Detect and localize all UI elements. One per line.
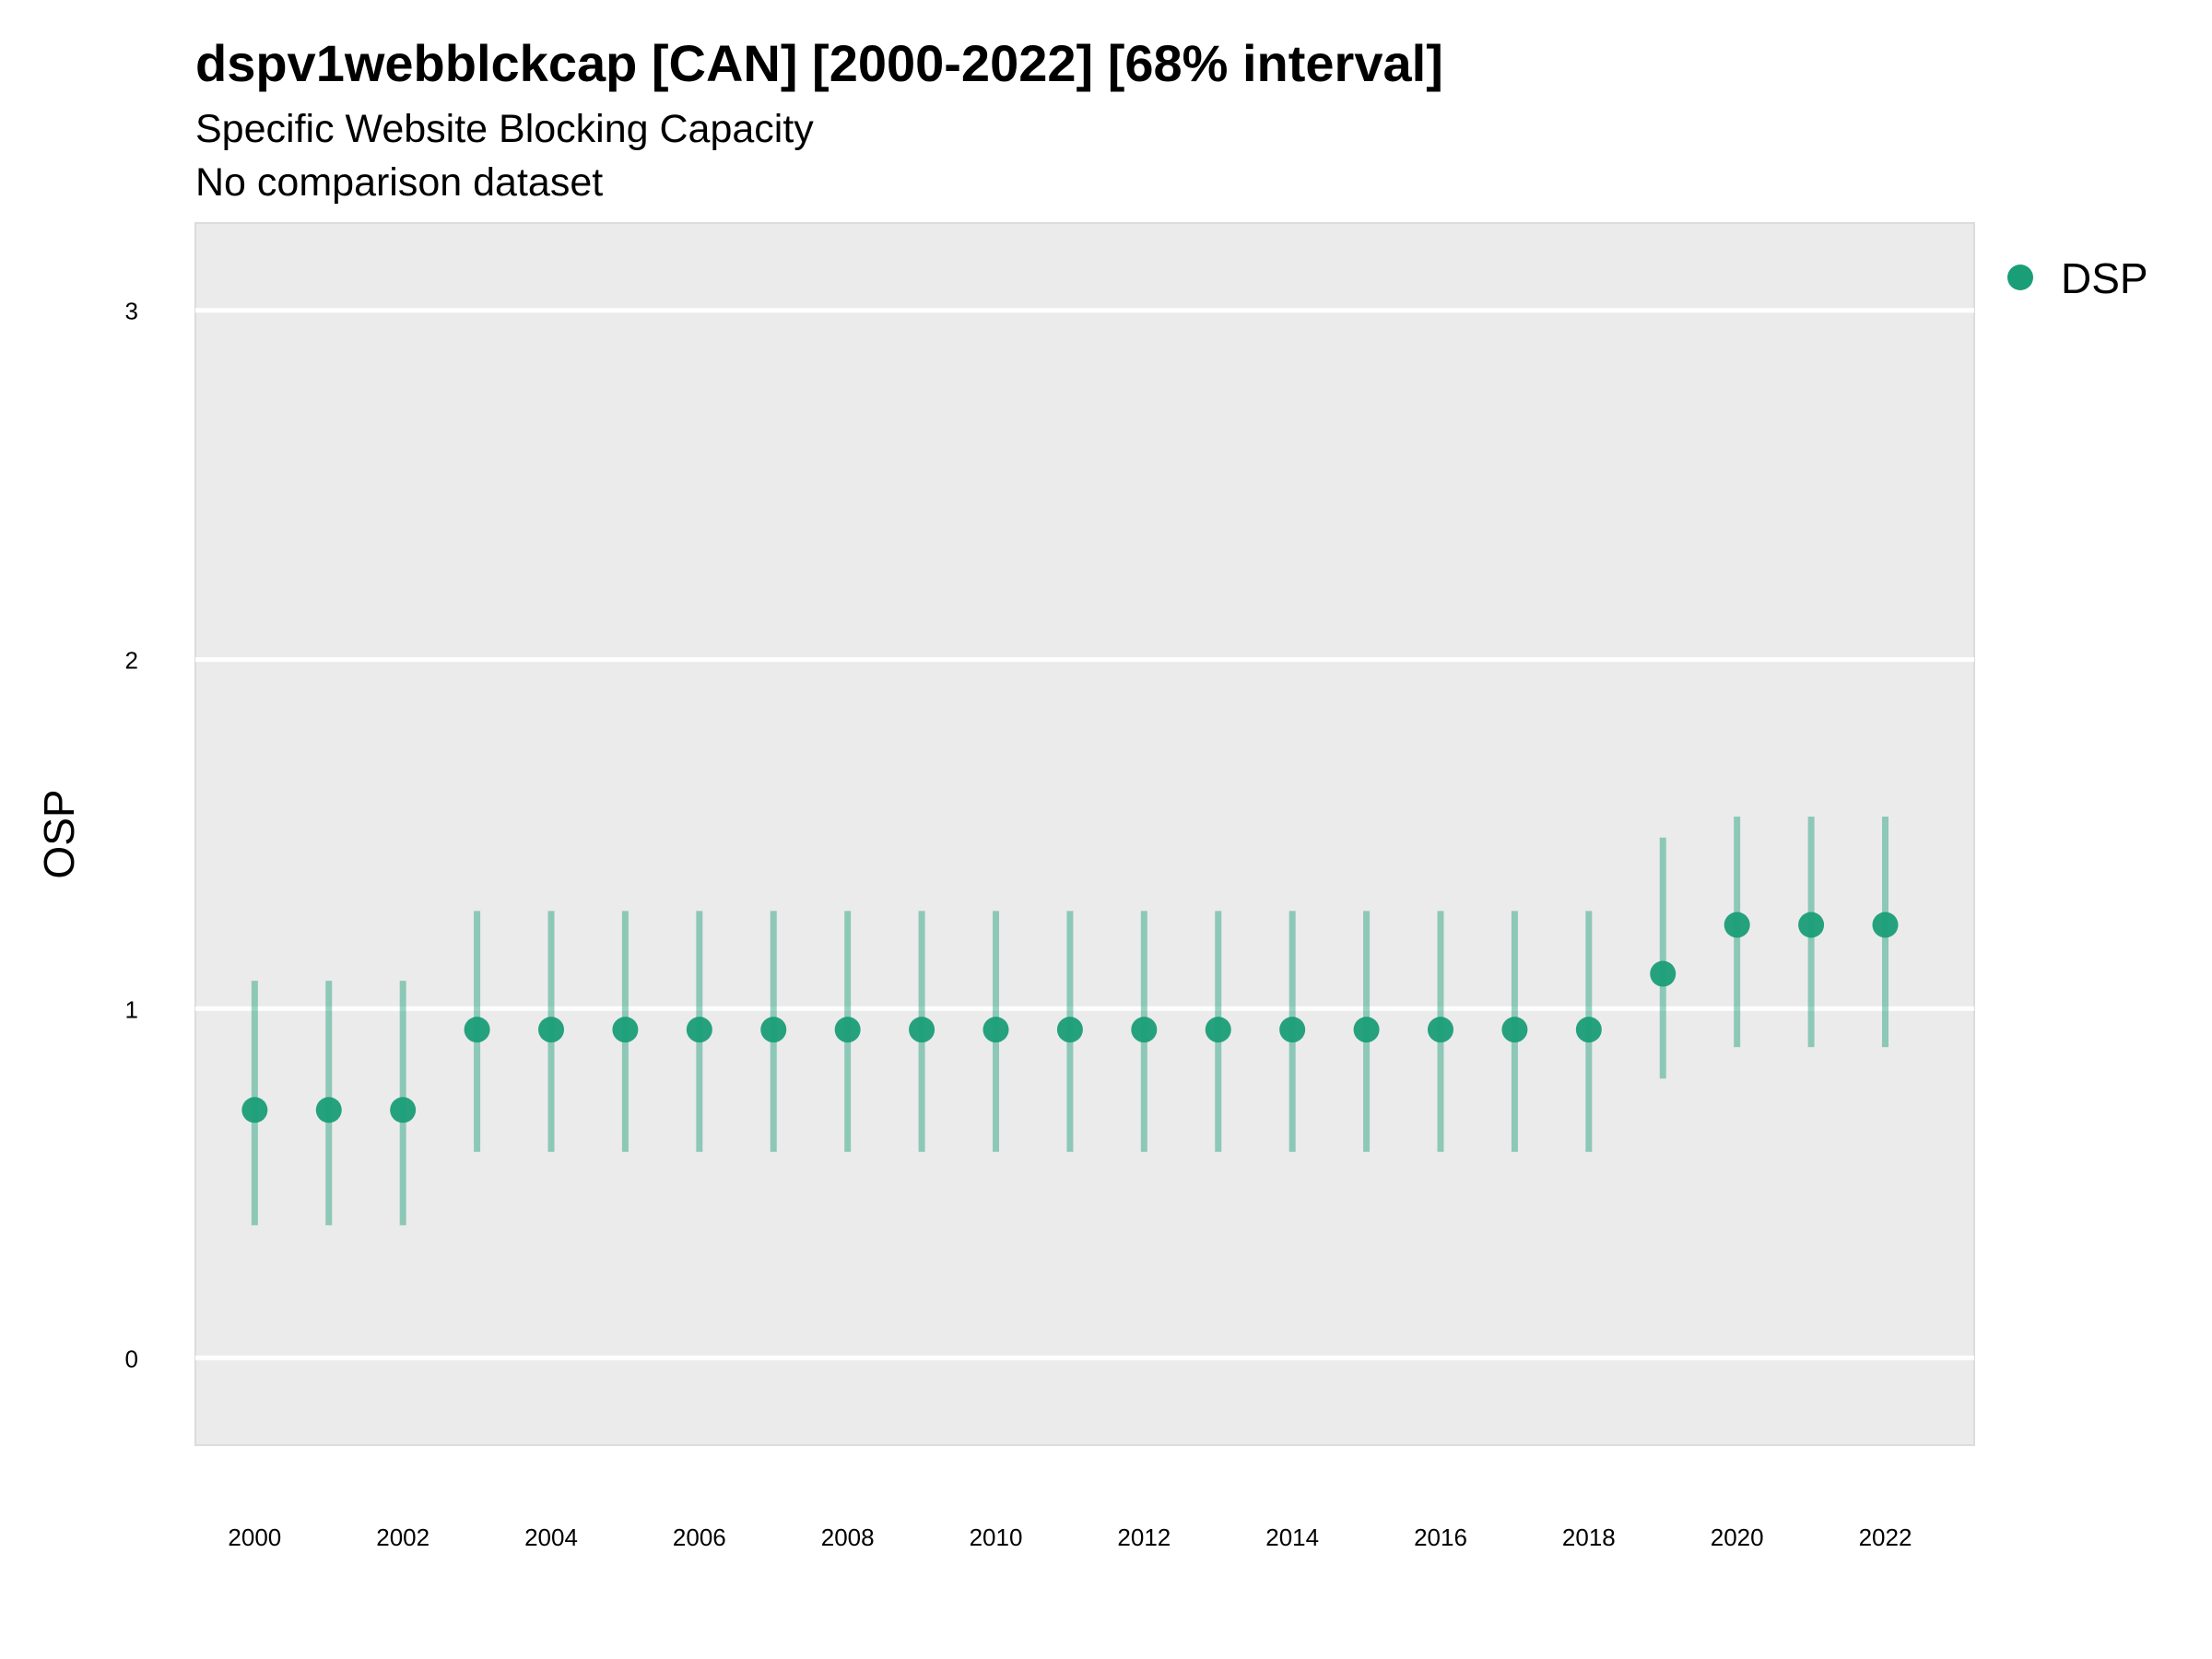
- data-point: [1279, 1017, 1306, 1043]
- data-point: [315, 1097, 342, 1124]
- x-tick-label: 2022: [1859, 1524, 1912, 1551]
- data-point: [241, 1097, 268, 1124]
- y-tick-label: 3: [125, 298, 138, 325]
- x-tick-label: 2002: [376, 1524, 429, 1551]
- x-tick-label: 2010: [970, 1524, 1023, 1551]
- x-tick-label: 2006: [673, 1524, 726, 1551]
- chart-title: dspv1webblckcap [CAN] [2000-2022] [68% i…: [195, 34, 1443, 92]
- y-axis-title: OSP: [35, 789, 83, 878]
- data-point: [538, 1017, 564, 1043]
- chart-subtitle: Specific Website Blocking Capacity: [195, 107, 814, 151]
- data-point: [909, 1017, 935, 1043]
- data-point: [1724, 912, 1750, 938]
- data-point: [1428, 1017, 1453, 1043]
- data-point: [1872, 912, 1899, 938]
- data-point: [1205, 1017, 1231, 1043]
- x-tick-label: 2020: [1711, 1524, 1764, 1551]
- x-tick-label: 2016: [1414, 1524, 1467, 1551]
- data-point: [982, 1017, 1009, 1043]
- plot-panel: [194, 222, 1975, 1446]
- y-tick-label: 2: [125, 647, 138, 675]
- grid-lines: [195, 308, 1974, 1360]
- y-tick-labels: 0 1 2 3: [125, 298, 138, 1373]
- x-tick-label: 2004: [524, 1524, 578, 1551]
- data-point: [686, 1017, 712, 1043]
- series-dsp: [241, 817, 1899, 1226]
- data-point: [464, 1017, 490, 1043]
- y-tick-label: 1: [125, 995, 138, 1023]
- data-point: [1056, 1017, 1083, 1043]
- x-tick-label: 2018: [1562, 1524, 1616, 1551]
- data-point: [760, 1017, 787, 1043]
- legend: DSP: [2007, 254, 2148, 302]
- legend-key-dsp: [2007, 265, 2033, 290]
- legend-label-dsp: DSP: [2061, 254, 2148, 302]
- data-point: [612, 1017, 639, 1043]
- data-point: [1353, 1017, 1380, 1043]
- data-point: [1501, 1017, 1528, 1043]
- data-point: [1131, 1017, 1158, 1043]
- x-tick-label: 2008: [821, 1524, 875, 1551]
- data-point: [1650, 960, 1677, 987]
- x-tick-label: 2012: [1117, 1524, 1171, 1551]
- y-tick-label: 0: [125, 1345, 138, 1372]
- chart-caption: No comparison dataset: [195, 160, 604, 205]
- data-point: [834, 1017, 861, 1043]
- data-point: [390, 1097, 417, 1124]
- data-point: [1575, 1017, 1602, 1043]
- x-tick-labels: 2000 2002 2004 2006 2008 2010 2012 2014 2016 2018…: [228, 1524, 1912, 1551]
- x-tick-label: 2000: [228, 1524, 281, 1551]
- x-tick-label: 2014: [1265, 1524, 1319, 1551]
- data-point: [1798, 912, 1825, 938]
